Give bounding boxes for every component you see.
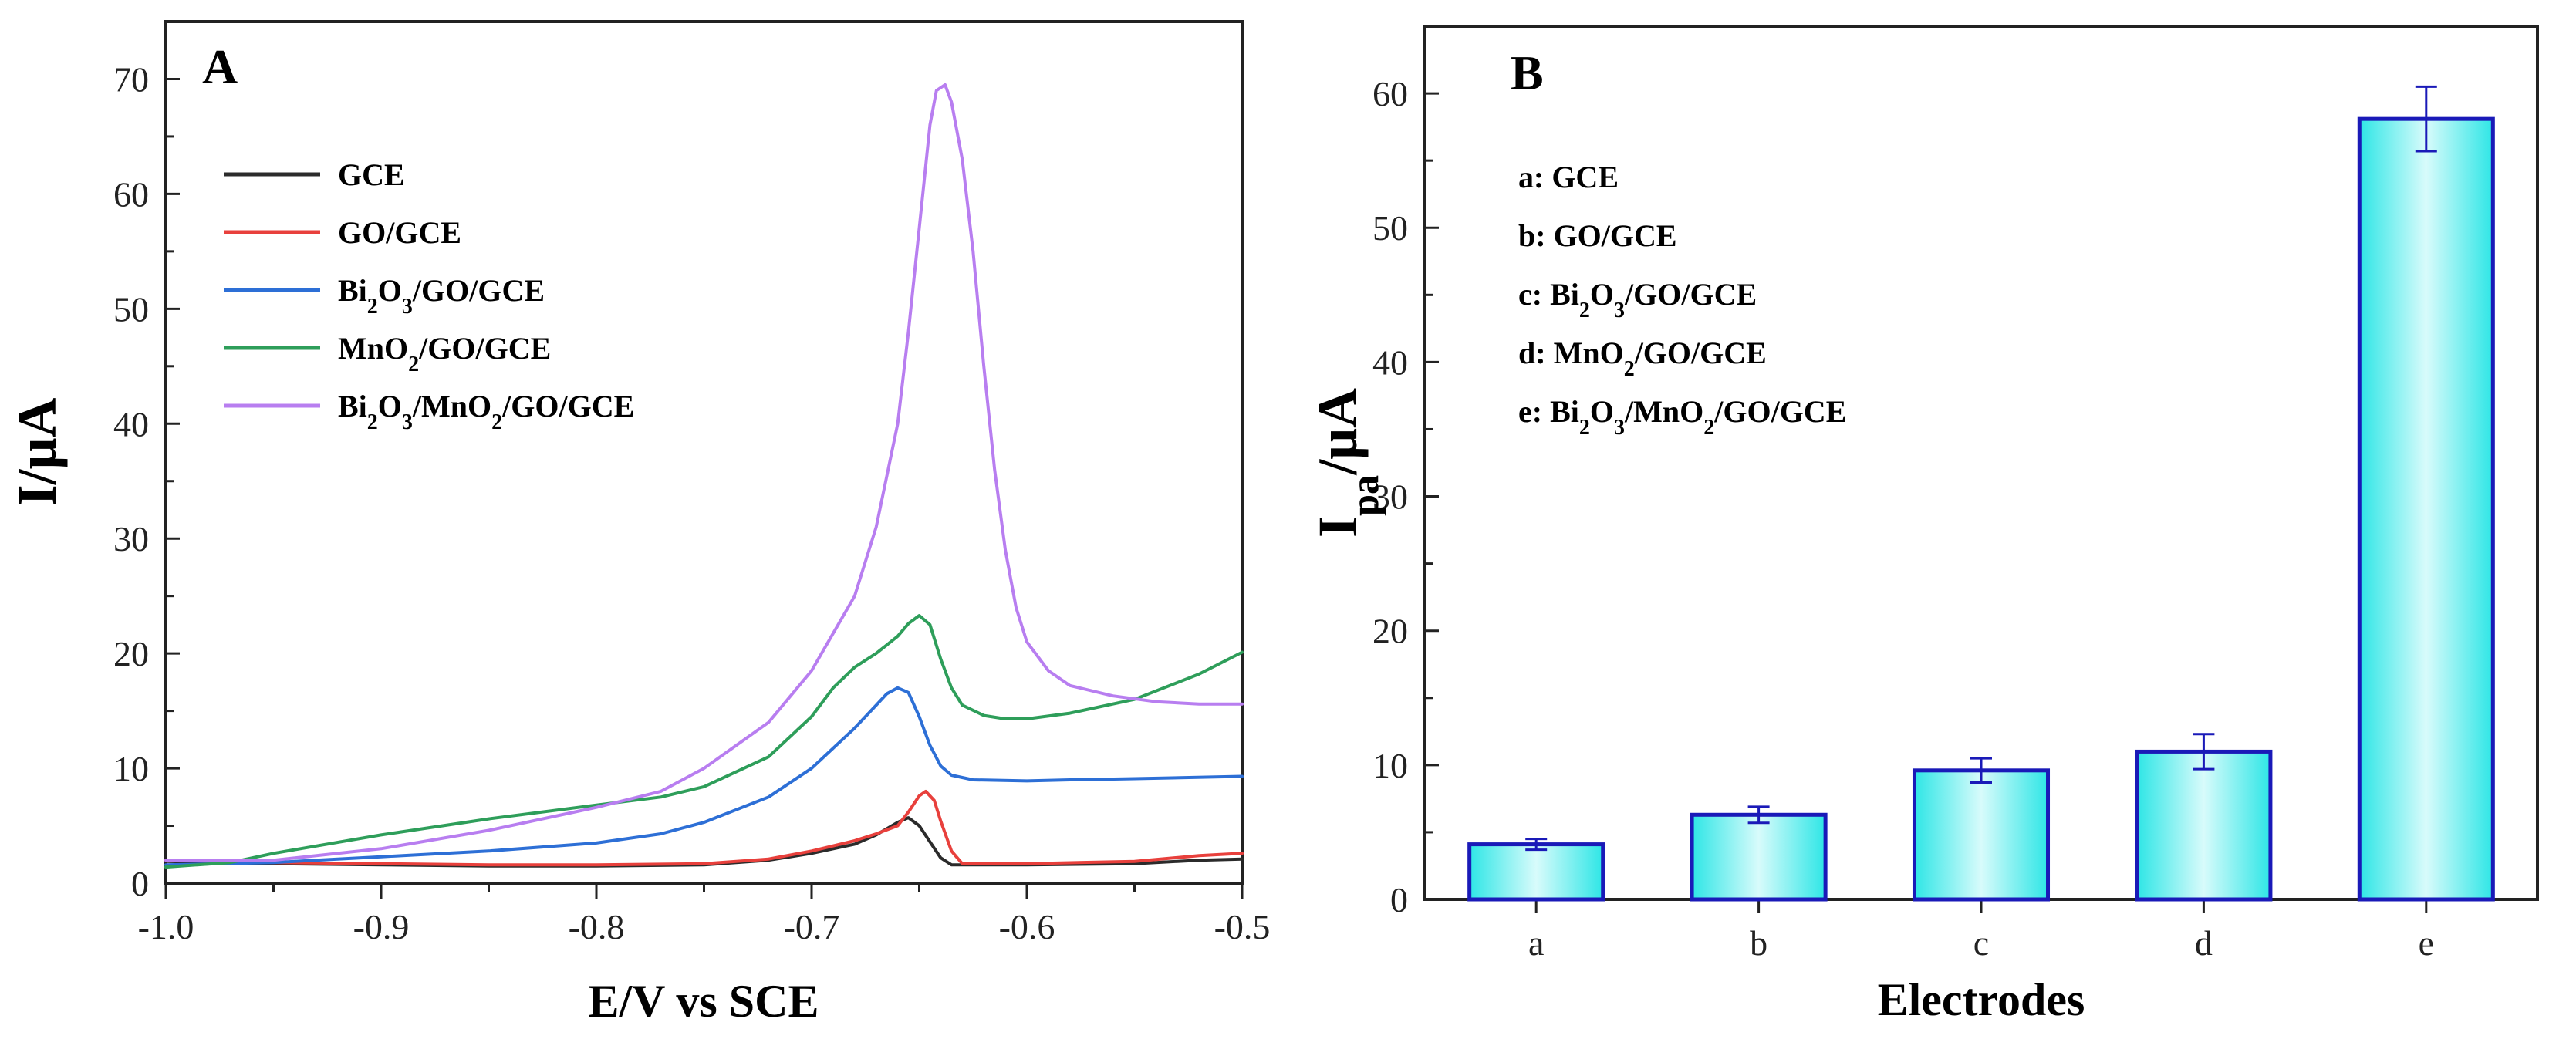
panel-b-y-axis: 0 10 20 30 40 50 60 [1372,74,1439,919]
panel-b-y-tick-label: 60 [1372,74,1408,113]
series-line-bi2o3-go-gce [164,686,1244,867]
panel-a-line-chart: 0 10 20 30 40 50 60 70 -1.0 -0.9 -0.8 -0.7 -0.6 -0.5… [6,20,1271,1027]
panel-a-x-tick-label: -0.8 [569,907,625,946]
panel-b-x-tick-label: d [2195,923,2213,963]
panel-b-y-tick-label: 50 [1372,208,1408,248]
legend-label: GO/GCE [338,215,461,250]
panel-a-letter: A [202,39,238,94]
bar-e [2357,116,2495,902]
panel-a-y-tick-label: 40 [113,404,149,444]
legend-label: MnO2/GO/GCE [338,331,551,376]
panel-a-y-tick-label: 0 [131,864,149,903]
panel-b-y-tick-label: 0 [1390,880,1408,919]
bar-b [1690,812,1828,902]
panel-a-x-tick-label: -0.7 [784,907,840,946]
panel-a-x-title: E/V vs SCE [588,976,819,1027]
panel-a-frame [164,20,1244,885]
panel-b-y-tick-label: 10 [1372,746,1408,785]
panel-a-y-title: I/μA [6,398,68,507]
panel-b-x-tick-label: b [1750,923,1767,963]
legend-entry: e: Bi2O3/MnO2/GO/GCE [1518,394,1846,440]
series-line-go-gce [164,789,1244,867]
bar-a [1467,842,1605,902]
panel-a-x-tick-label: -0.9 [353,907,410,946]
panel-a-x-tick-label: -0.6 [999,907,1055,946]
legend-entry: d: MnO2/GO/GCE [1518,336,1767,381]
panel-a-y-tick-label: 50 [113,289,149,329]
panel-b-y-tick-label: 40 [1372,342,1408,382]
legend-label: Bi2O3/GO/GCE [338,273,545,319]
legend-entry: c: Bi2O3/GO/GCE [1518,277,1757,322]
panel-b-y-tick-label: 30 [1372,477,1408,517]
panel-b-y-title: Ipa/μA [1307,388,1386,538]
panel-a-series [164,83,1244,869]
legend-label: Bi2O3/MnO2/GO/GCE [338,389,634,434]
panel-b-y-tick-label: 20 [1372,612,1408,651]
legend-entry: b: GO/GCE [1518,218,1677,253]
bar-c [1912,768,2051,902]
panel-b-x-axis: a b c d e [1528,899,2434,963]
panel-b-x-tick-label: a [1528,923,1544,963]
legend-label: GCE [338,157,405,192]
panel-a-y-tick-label: 20 [113,634,149,673]
bar-d [2135,749,2273,902]
panel-a-legend: GCE GO/GCE Bi2O3/GO/GCE MnO2/GO/GCE Bi2O3/Mn… [224,157,634,434]
panel-a-y-tick-label: 60 [113,174,149,214]
panel-b-legend: a: GCE b: GO/GCE c: Bi2O3/GO/GCE d: MnO2/GO… [1518,160,1846,440]
panel-a-y-tick-label: 10 [113,749,149,788]
panel-a-x-tick-label: -0.5 [1214,907,1271,946]
panel-b-x-tick-label: c [1973,923,1989,963]
panel-a-y-tick-label: 70 [113,59,149,99]
series-line-bi2o3-mno2-go-gce [164,83,1244,862]
panel-b-letter: B [1511,46,1544,100]
panel-a-y-axis: 0 10 20 30 40 50 60 70 [113,59,180,903]
panel-a-y-tick-label: 30 [113,519,149,558]
panel-b-bar-chart: 0 10 20 30 40 50 60 a b c d e a: GCE b: GO/GCE c: Bi… [1307,25,2539,1025]
panel-a-x-axis: -1.0 -0.9 -0.8 -0.7 -0.6 -0.5 [138,883,1271,946]
panel-a-x-tick-label: -1.0 [138,907,194,946]
series-line-mno2-go-gce [164,614,1244,869]
legend-entry: a: GCE [1518,160,1619,194]
panel-b-bars [1467,85,2495,902]
panel-b-x-tick-label: e [2419,923,2434,963]
panel-b-x-title: Electrodes [1878,974,2085,1025]
